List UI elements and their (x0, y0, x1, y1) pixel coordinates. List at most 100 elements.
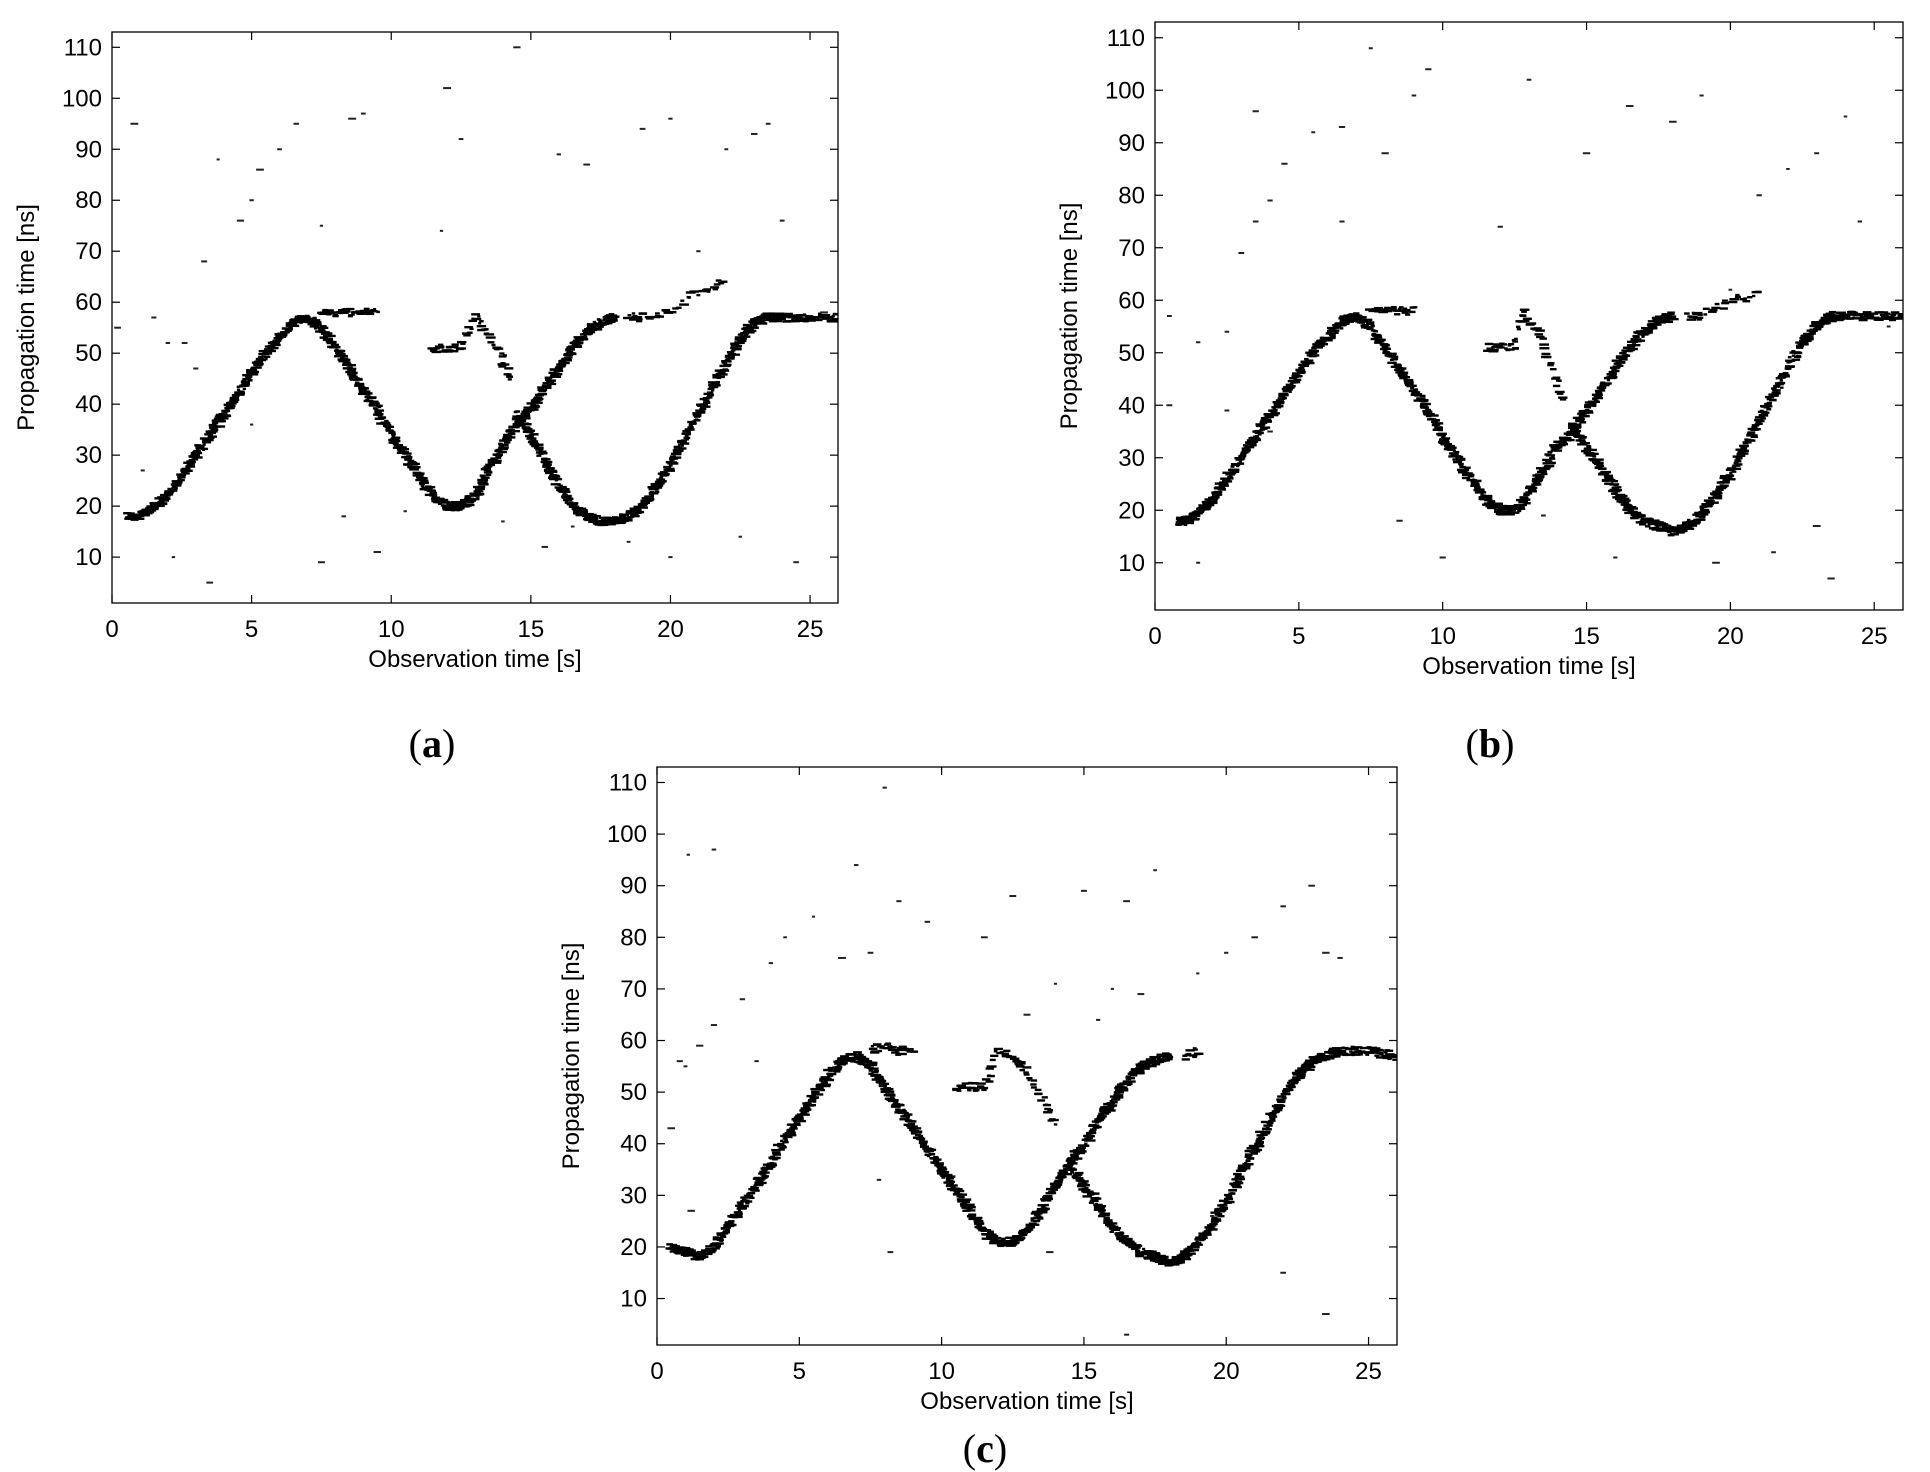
noise-mark (249, 199, 253, 201)
series-2-mark (631, 514, 635, 516)
series-3-mark (1516, 326, 1520, 328)
series-2-mark (1739, 452, 1748, 454)
series-1-mark (1112, 1098, 1121, 1100)
series-3-mark (703, 288, 711, 290)
series-2-mark (531, 430, 535, 432)
series-1-mark (1080, 1145, 1090, 1147)
series-1-mark (1379, 340, 1382, 342)
series-3-mark (495, 348, 500, 350)
series-1-mark (897, 1110, 904, 1112)
series-1-mark (1249, 444, 1257, 446)
noise-mark (820, 311, 828, 313)
noise-mark (320, 225, 323, 227)
noise-mark (1440, 557, 1446, 559)
series-1-mark (1588, 406, 1591, 408)
series-1-mark (161, 497, 169, 499)
noise-mark (668, 556, 672, 558)
y-tick-label: 90 (75, 136, 102, 163)
noise-mark (277, 148, 282, 150)
series-1-mark (1040, 1208, 1049, 1210)
series-1-mark (461, 502, 466, 504)
noise-mark (114, 327, 121, 329)
series-3-mark (1541, 353, 1550, 355)
series-1-mark (257, 358, 264, 360)
y-tick-label: 80 (1118, 182, 1145, 209)
series-1-mark (505, 440, 508, 442)
series-1-mark (1629, 348, 1638, 350)
noise-mark (640, 128, 646, 130)
series-1-mark (906, 1118, 909, 1120)
series-1-mark (464, 495, 471, 497)
series-1-mark (1033, 1220, 1039, 1222)
series-1-mark (1425, 408, 1429, 410)
series-1-mark (1331, 329, 1340, 331)
series-1-mark (611, 316, 620, 318)
plot-frame (1155, 22, 1903, 610)
series-1-mark (369, 396, 377, 398)
x-tick-label: 15 (517, 616, 544, 643)
series-2-mark (1702, 511, 1709, 513)
series-1-mark (740, 1205, 749, 1207)
series-1-mark (526, 415, 530, 417)
series-1-mark (780, 1143, 783, 1145)
series-1-mark (253, 369, 257, 371)
series-1-mark (1462, 469, 1469, 471)
series-3-mark (1499, 343, 1507, 345)
series-2-mark (684, 432, 691, 434)
series-1-mark (1021, 1233, 1025, 1235)
series-3-mark (469, 328, 473, 330)
series-2-mark (1696, 521, 1701, 523)
series-1-mark (1126, 1080, 1135, 1082)
series-1-mark (1090, 1128, 1097, 1130)
x-tick-label: 5 (1292, 623, 1305, 650)
series-1-mark (199, 445, 204, 447)
series-3-mark (689, 290, 699, 292)
noise-mark (348, 118, 356, 120)
series-1-mark (486, 464, 492, 466)
series-2-mark (568, 503, 577, 505)
series-1-mark (721, 1235, 726, 1237)
series-2-mark (1732, 470, 1736, 472)
series-3-mark (706, 290, 710, 292)
series-1-mark (778, 1148, 785, 1150)
y-tick-label: 60 (1118, 287, 1145, 314)
series-1-mark (1162, 1052, 1170, 1054)
series-1-mark (1336, 323, 1341, 325)
series-3-mark (1721, 302, 1729, 304)
series-3-mark (332, 315, 338, 317)
series-3-mark (1535, 329, 1545, 331)
series-2-mark (707, 391, 713, 393)
series-3-mark (456, 348, 464, 350)
series-3-mark (1378, 311, 1388, 313)
series-2-mark (1769, 396, 1773, 398)
series-2-mark (640, 502, 648, 504)
series-3-mark (346, 308, 354, 310)
x-tick-label: 5 (245, 616, 258, 643)
series-1-mark (366, 393, 369, 395)
series-3-mark (336, 311, 341, 313)
series-3-mark (471, 313, 480, 315)
noise-mark (151, 317, 156, 319)
series-1-mark (284, 333, 287, 335)
series-1-mark (1299, 370, 1306, 372)
series-1-mark (549, 383, 556, 385)
series-1-mark (243, 388, 246, 390)
series-3-mark (645, 316, 653, 318)
series-3-mark (696, 294, 700, 296)
series-3-mark (348, 314, 351, 316)
series-1-mark (1447, 449, 1454, 451)
noise-mark (1827, 578, 1834, 580)
y-tick-label: 90 (1118, 130, 1145, 157)
series-2-mark (638, 511, 644, 513)
series-1-mark (1374, 336, 1383, 338)
series-3-mark (1547, 364, 1554, 366)
y-tick-label: 30 (75, 442, 102, 469)
noise-mark (217, 158, 220, 160)
series-2-mark (1789, 365, 1794, 367)
x-tick-label: 25 (797, 616, 824, 643)
series-2-mark (1796, 346, 1803, 348)
series-1-mark (1545, 460, 1551, 462)
series-1-mark (1579, 421, 1586, 423)
series-1-mark (1017, 1236, 1022, 1238)
series-3-mark (326, 309, 334, 311)
